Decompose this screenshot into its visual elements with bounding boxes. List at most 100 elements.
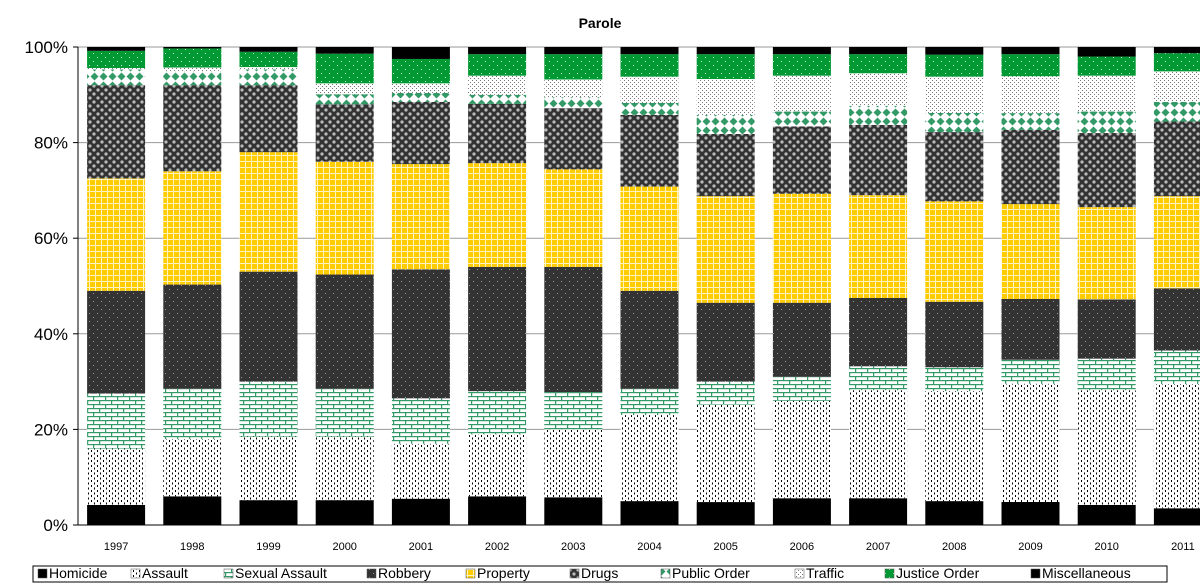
x-tick-label: 2003: [561, 541, 585, 553]
bar-segment: [239, 51, 298, 68]
legend-swatch: [130, 568, 141, 579]
legend-swatch: [1030, 568, 1041, 579]
bar-segment: [468, 163, 527, 267]
bar-segment: [239, 69, 298, 86]
bar-segment: [1001, 359, 1060, 384]
bar-segment: [239, 47, 298, 52]
bar-segment: [925, 47, 984, 55]
bar-segment: [620, 388, 679, 416]
bar-segment: [391, 164, 450, 270]
legend-swatch: [794, 568, 805, 579]
bar-segment: [239, 85, 298, 153]
bar-segment: [1001, 204, 1060, 299]
legend: Homicide Assault Sexual Assault Robbery Prop…: [32, 565, 1168, 583]
bar-segment: [925, 54, 984, 77]
bar-segment: [849, 390, 908, 499]
bar-segment: [163, 47, 222, 49]
bar-segment: [849, 73, 908, 106]
bar-segment: [544, 108, 603, 170]
x-axis-labels: 1997 1998 1999 2000 2001 2002 2003 2004 2005 2006…: [104, 541, 1195, 553]
bar-segment: [87, 50, 146, 69]
legend-swatch: [366, 568, 377, 579]
bar-segment: [544, 497, 603, 525]
legend-label: Public Order: [672, 565, 750, 581]
bar-segment: [772, 302, 831, 377]
bar-segment: [696, 79, 755, 115]
bar-segment: [391, 47, 450, 59]
bar-segment: [849, 297, 908, 367]
x-tick-label: 2007: [866, 541, 890, 553]
bar-segment: [696, 404, 755, 503]
bar-segment: [1153, 196, 1200, 289]
bar-segment: [925, 112, 984, 133]
bar-segment: [315, 47, 374, 54]
x-tick-label: 2001: [409, 541, 433, 553]
bar-segment: [315, 161, 374, 275]
y-tick-label: 100%: [25, 38, 68, 57]
bar-segment: [87, 68, 146, 70]
x-tick-label: 2000: [332, 541, 356, 553]
legend-swatch: [465, 568, 476, 579]
bar-segment: [87, 393, 146, 449]
bar-segment: [1001, 298, 1060, 360]
bar-segment: [1153, 288, 1200, 351]
bar-segment: [620, 290, 679, 389]
x-tick-label: 2006: [790, 541, 814, 553]
bar-segment: [925, 301, 984, 368]
bar-segment: [696, 133, 755, 197]
bar-segment: [544, 47, 603, 55]
bar-segment: [391, 498, 450, 525]
y-tick-label: 0%: [43, 516, 68, 535]
bar-segment: [1001, 383, 1060, 503]
bar-segment: [315, 388, 374, 437]
bar-segment: [163, 48, 222, 68]
bar-segment: [87, 448, 146, 505]
bar-segment: [1077, 358, 1136, 391]
x-tick-label: 1998: [180, 541, 204, 553]
bar-segment: [849, 366, 908, 391]
bar-segment: [239, 152, 298, 272]
bar-segment: [772, 47, 831, 55]
x-tick-label: 2009: [1018, 541, 1042, 553]
bar-segment: [239, 67, 298, 70]
bar-segment: [468, 54, 527, 76]
bar-segment: [87, 178, 146, 291]
bar-segment: [87, 69, 146, 86]
bar-segment: [391, 83, 450, 93]
bar-segment: [620, 415, 679, 502]
legend-box: [32, 565, 1168, 583]
legend-swatch: [37, 568, 48, 579]
x-tick-label: 2008: [942, 541, 966, 553]
bar-segment: [1153, 47, 1200, 54]
bar-segment: [1153, 508, 1200, 525]
x-tick-label: 2010: [1094, 541, 1118, 553]
bar-segment: [163, 284, 222, 389]
bars: [87, 47, 1200, 525]
bar-segment: [1077, 390, 1136, 505]
x-tick-label: 2011: [1171, 541, 1195, 553]
legend-label: Property: [477, 565, 530, 581]
bar-segment: [772, 111, 831, 127]
bar-segment: [1077, 133, 1136, 208]
bar-segment: [849, 54, 908, 74]
legend-label: Sexual Assault: [235, 565, 327, 581]
bar-segment: [696, 381, 755, 405]
bar-segment: [1001, 76, 1060, 114]
y-tick-label: 40%: [34, 325, 68, 344]
bar-segment: [925, 501, 984, 525]
bar-segment: [544, 392, 603, 430]
bar-segment: [544, 54, 603, 80]
legend-label: Justice Order: [896, 565, 980, 581]
x-tick-label: 1997: [104, 541, 128, 553]
bar-segment: [391, 58, 450, 84]
bar-segment: [620, 54, 679, 77]
bar-segment: [391, 443, 450, 499]
bar-segment: [239, 436, 298, 501]
legend-label: Robbery: [378, 565, 431, 581]
bar-segment: [925, 132, 984, 202]
bar-segment: [315, 436, 374, 501]
bar-segment: [772, 400, 831, 499]
bar-segment: [163, 85, 222, 172]
